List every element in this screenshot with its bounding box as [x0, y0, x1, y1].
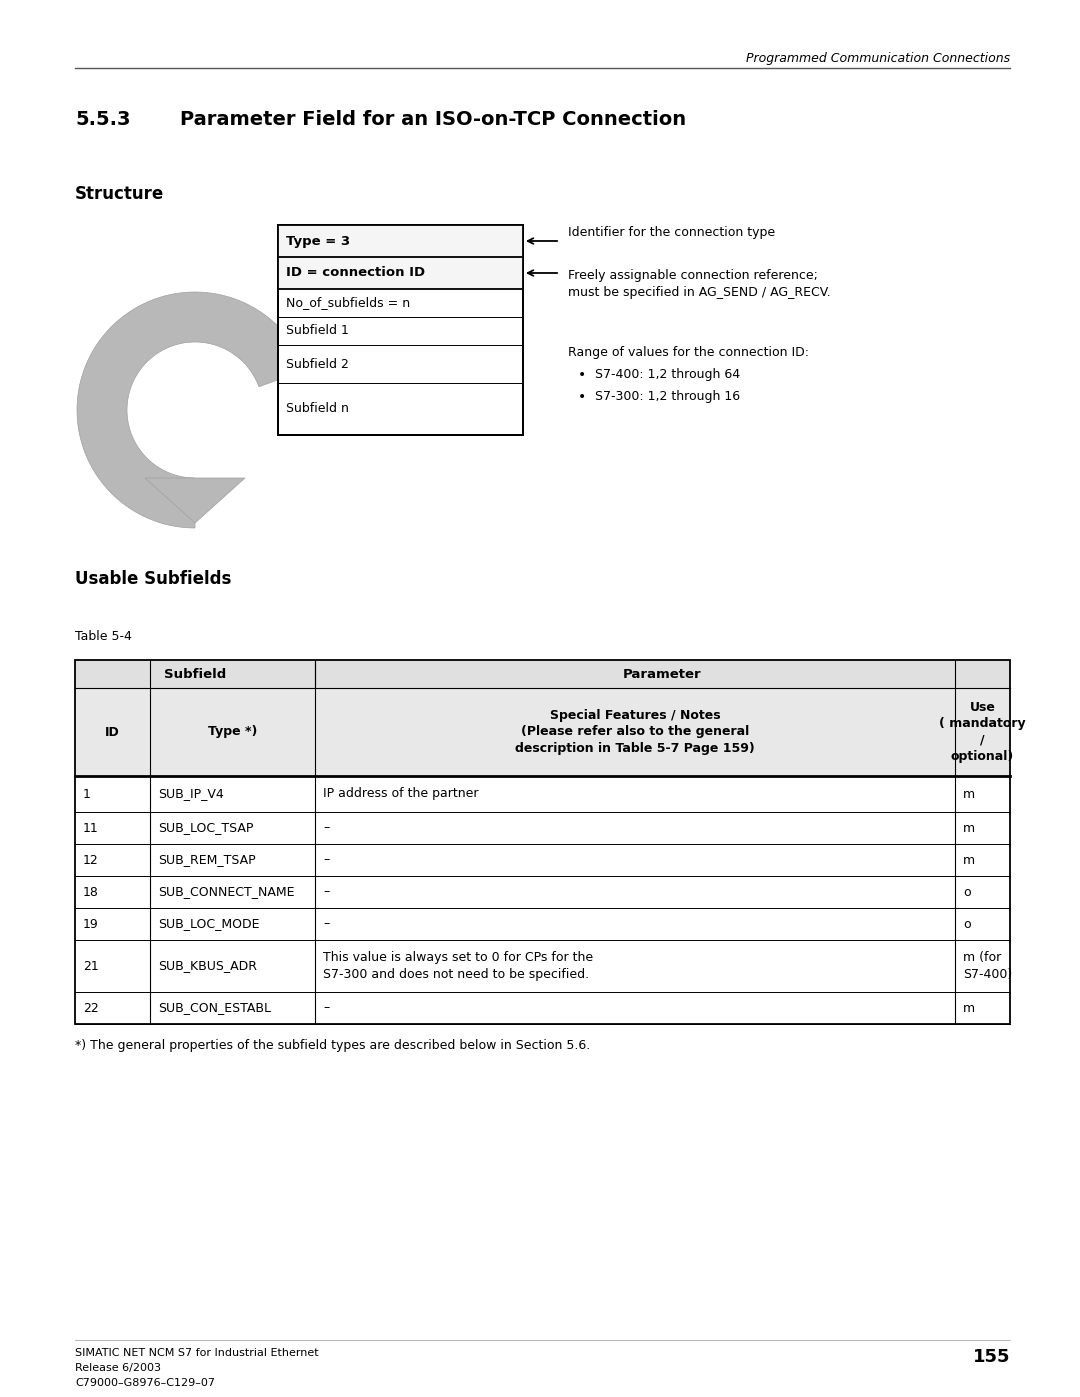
- Text: •: •: [578, 367, 586, 381]
- Text: Subfield 2: Subfield 2: [286, 358, 349, 370]
- Text: 12: 12: [83, 854, 98, 866]
- Text: SUB_REM_TSAP: SUB_REM_TSAP: [158, 854, 256, 866]
- Bar: [278, 225, 523, 257]
- Bar: [278, 225, 523, 434]
- Text: SUB_LOC_MODE: SUB_LOC_MODE: [158, 918, 259, 930]
- Text: SUB_LOC_TSAP: SUB_LOC_TSAP: [158, 821, 254, 834]
- Bar: [75, 659, 1010, 1024]
- Polygon shape: [145, 478, 245, 522]
- Text: ID: ID: [105, 725, 120, 739]
- Text: 21: 21: [83, 960, 98, 972]
- Text: •: •: [578, 390, 586, 404]
- Text: Programmed Communication Connections: Programmed Communication Connections: [746, 52, 1010, 66]
- Text: Parameter: Parameter: [623, 668, 702, 680]
- Bar: [278, 225, 523, 434]
- Text: SUB_IP_V4: SUB_IP_V4: [158, 788, 224, 800]
- Text: o: o: [963, 918, 971, 930]
- Text: –: –: [323, 854, 329, 866]
- Text: ID = connection ID: ID = connection ID: [286, 267, 426, 279]
- Bar: [75, 687, 1010, 775]
- Text: Type = 3: Type = 3: [286, 235, 350, 247]
- Text: IP address of the partner: IP address of the partner: [323, 788, 478, 800]
- Text: –: –: [323, 918, 329, 930]
- Text: 19: 19: [83, 918, 98, 930]
- Text: Range of values for the connection ID:: Range of values for the connection ID:: [568, 346, 809, 359]
- Text: S7-400: 1,2 through 64: S7-400: 1,2 through 64: [595, 367, 740, 381]
- Text: Subfield n: Subfield n: [286, 402, 349, 415]
- Text: o: o: [963, 886, 971, 898]
- Text: 11: 11: [83, 821, 98, 834]
- Text: m: m: [963, 854, 975, 866]
- Text: No_of_subfields = n: No_of_subfields = n: [286, 296, 410, 310]
- Text: This value is always set to 0 for CPs for the
S7-300 and does not need to be spe: This value is always set to 0 for CPs fo…: [323, 951, 593, 981]
- Text: Release 6/2003: Release 6/2003: [75, 1363, 161, 1373]
- Text: 22: 22: [83, 1002, 98, 1014]
- Text: Subfield: Subfield: [164, 668, 226, 680]
- Bar: [75, 659, 1010, 687]
- Text: Type *): Type *): [207, 725, 257, 739]
- Text: 5.5.3: 5.5.3: [75, 110, 131, 129]
- Text: SUB_CON_ESTABL: SUB_CON_ESTABL: [158, 1002, 271, 1014]
- Text: Identifier for the connection type: Identifier for the connection type: [568, 226, 775, 239]
- Text: m (for
S7-400): m (for S7-400): [963, 951, 1012, 981]
- Text: 155: 155: [972, 1348, 1010, 1366]
- Text: *) The general properties of the subfield types are described below in Section 5: *) The general properties of the subfiel…: [75, 1039, 591, 1052]
- Text: m: m: [963, 1002, 975, 1014]
- Text: 18: 18: [83, 886, 99, 898]
- Text: –: –: [323, 821, 329, 834]
- Bar: [278, 257, 523, 289]
- Text: Parameter Field for an ISO-on-TCP Connection: Parameter Field for an ISO-on-TCP Connec…: [180, 110, 686, 129]
- Text: Special Features / Notes
(Please refer also to the general
description in Table : Special Features / Notes (Please refer a…: [515, 710, 755, 754]
- Text: Table 5-4: Table 5-4: [75, 630, 132, 643]
- Text: Use
( mandatory
/
optional): Use ( mandatory / optional): [940, 701, 1026, 763]
- Text: SUB_CONNECT_NAME: SUB_CONNECT_NAME: [158, 886, 295, 898]
- Text: m: m: [963, 821, 975, 834]
- Text: SUB_KBUS_ADR: SUB_KBUS_ADR: [158, 960, 257, 972]
- Text: 1: 1: [83, 788, 91, 800]
- Text: SIMATIC NET NCM S7 for Industrial Ethernet: SIMATIC NET NCM S7 for Industrial Ethern…: [75, 1348, 319, 1358]
- Text: –: –: [323, 1002, 329, 1014]
- Text: Subfield 1: Subfield 1: [286, 324, 349, 338]
- Text: Freely assignable connection reference;
must be specified in AG_SEND / AG_RECV.: Freely assignable connection reference; …: [568, 270, 831, 299]
- Text: S7-300: 1,2 through 16: S7-300: 1,2 through 16: [595, 390, 740, 402]
- Text: –: –: [323, 886, 329, 898]
- Text: m: m: [963, 788, 975, 800]
- Text: Structure: Structure: [75, 184, 164, 203]
- Polygon shape: [77, 292, 306, 528]
- Text: C79000–G8976–C129–07: C79000–G8976–C129–07: [75, 1377, 215, 1389]
- Text: Usable Subfields: Usable Subfields: [75, 570, 231, 588]
